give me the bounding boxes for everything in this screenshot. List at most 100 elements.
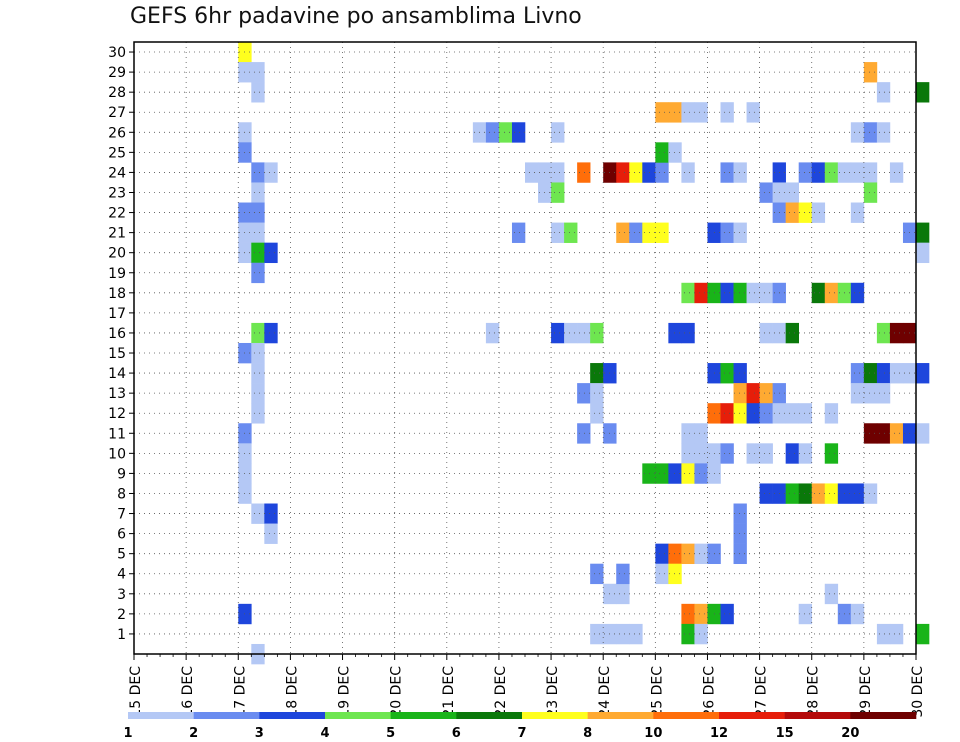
y-tick-label: 1	[117, 627, 126, 643]
y-tick-label: 22	[108, 206, 126, 222]
cell-51-10	[798, 443, 813, 464]
cell-42-24	[681, 162, 695, 183]
cell-56-26	[863, 122, 878, 143]
y-tick-label: 9	[117, 466, 126, 482]
y-tick-label: 5	[117, 547, 126, 563]
cell-32-23	[551, 182, 565, 203]
cell-56-11	[863, 423, 878, 444]
cell-40-21	[655, 222, 669, 243]
cell-41-27	[668, 102, 682, 123]
cell-33-21	[564, 222, 578, 243]
cell-39-24	[642, 162, 656, 183]
cell-39-9	[642, 463, 656, 484]
y-tick-label: 25	[108, 145, 126, 161]
cell-9-19	[251, 262, 265, 284]
y-tick-label: 8	[117, 486, 126, 502]
cell-50-10	[785, 443, 799, 464]
cell-46-6	[733, 523, 747, 544]
y-tick-label: 2	[117, 607, 126, 623]
cell-51-22	[798, 202, 813, 223]
cell-50-23	[785, 182, 799, 203]
legend-swatch-6	[456, 712, 523, 719]
cell-42-2	[681, 603, 695, 625]
cell-46-7	[733, 503, 747, 524]
cell-40-24	[655, 162, 669, 183]
cell-60-21	[916, 222, 930, 243]
x-tick-label: 16 DEC	[180, 666, 196, 718]
cell-37-24	[616, 162, 630, 183]
cell-41-25	[668, 142, 682, 163]
x-tick-label: 15 DEC	[128, 666, 144, 718]
legend-label: 3	[255, 726, 264, 741]
cell-52-8	[811, 483, 826, 504]
y-tick-label: 7	[117, 507, 126, 523]
cell-41-16	[668, 322, 682, 344]
cell-42-27	[681, 102, 695, 123]
cell-43-2	[694, 603, 708, 625]
cell-35-4	[590, 563, 604, 585]
legend-swatch-1	[128, 712, 194, 719]
cell-43-27	[694, 102, 708, 123]
legend: 1 2 3 4 5 6 7 8 10 12 15 20	[123, 712, 917, 741]
cell-57-1	[876, 623, 891, 645]
x-tick-label: 30 DEC	[910, 666, 926, 718]
y-tick-label: 11	[108, 426, 126, 442]
cell-56-14	[863, 363, 878, 384]
cell-34-24	[577, 162, 591, 183]
cell-43-1	[694, 623, 708, 645]
cell-9-16	[251, 322, 265, 344]
cell-34-11	[577, 423, 591, 444]
legend-swatch-10	[719, 712, 785, 719]
cell-52-24	[811, 162, 826, 183]
y-tick-label: 16	[108, 326, 126, 342]
cell-41-5	[668, 543, 682, 565]
y-tick-label: 28	[108, 85, 126, 101]
y-tick-label: 15	[108, 346, 126, 362]
cell-46-5	[733, 543, 747, 565]
legend-label: 8	[583, 726, 592, 741]
cell-50-12	[785, 403, 799, 424]
x-tick-label: 17 DEC	[232, 666, 248, 718]
x-tick-label: 19 DEC	[337, 666, 353, 718]
cell-41-4	[668, 563, 682, 585]
x-tick-label: 23 DEC	[545, 666, 561, 718]
cell-9-24	[251, 162, 265, 183]
cell-58-16	[889, 322, 904, 344]
cell-45-27	[720, 102, 734, 123]
x-tick-label: 21 DEC	[441, 666, 457, 718]
x-tick-label: 25 DEC	[649, 666, 665, 718]
cell-56-24	[863, 162, 878, 183]
cell-39-21	[642, 222, 656, 243]
cell-57-14	[876, 363, 891, 384]
cell-58-14	[889, 363, 904, 384]
cell-55-22	[850, 202, 865, 223]
cell-46-14	[733, 363, 747, 384]
cell-38-24	[629, 162, 643, 183]
cell-58-1	[889, 623, 904, 645]
cell-42-18	[681, 282, 695, 304]
y-tick-label: 17	[108, 306, 126, 322]
cell-34-16	[577, 322, 591, 344]
cell-46-24	[733, 162, 747, 183]
cell-56-29	[863, 62, 878, 83]
cell-27-16	[485, 322, 500, 344]
cell-42-1	[681, 623, 695, 645]
y-tick-label: 26	[108, 125, 126, 141]
cell-51-2	[798, 603, 813, 625]
cell-60-28	[916, 82, 930, 103]
cell-51-8	[798, 483, 813, 504]
cell-10-16	[264, 322, 278, 344]
cell-32-24	[551, 162, 565, 183]
cell-9-20	[251, 242, 265, 264]
cell-35-1	[590, 623, 604, 645]
y-tick-label: 21	[108, 226, 126, 242]
cell-42-16	[681, 322, 695, 344]
cell-34-13	[577, 383, 591, 404]
legend-label: 20	[841, 726, 859, 741]
cells-layer	[238, 42, 930, 665]
cell-47-13	[746, 383, 760, 404]
legend-swatch-3	[259, 712, 326, 719]
cell-45-18	[720, 282, 734, 304]
y-axis: 1234567891011121314151617181920212223242…	[108, 45, 134, 643]
